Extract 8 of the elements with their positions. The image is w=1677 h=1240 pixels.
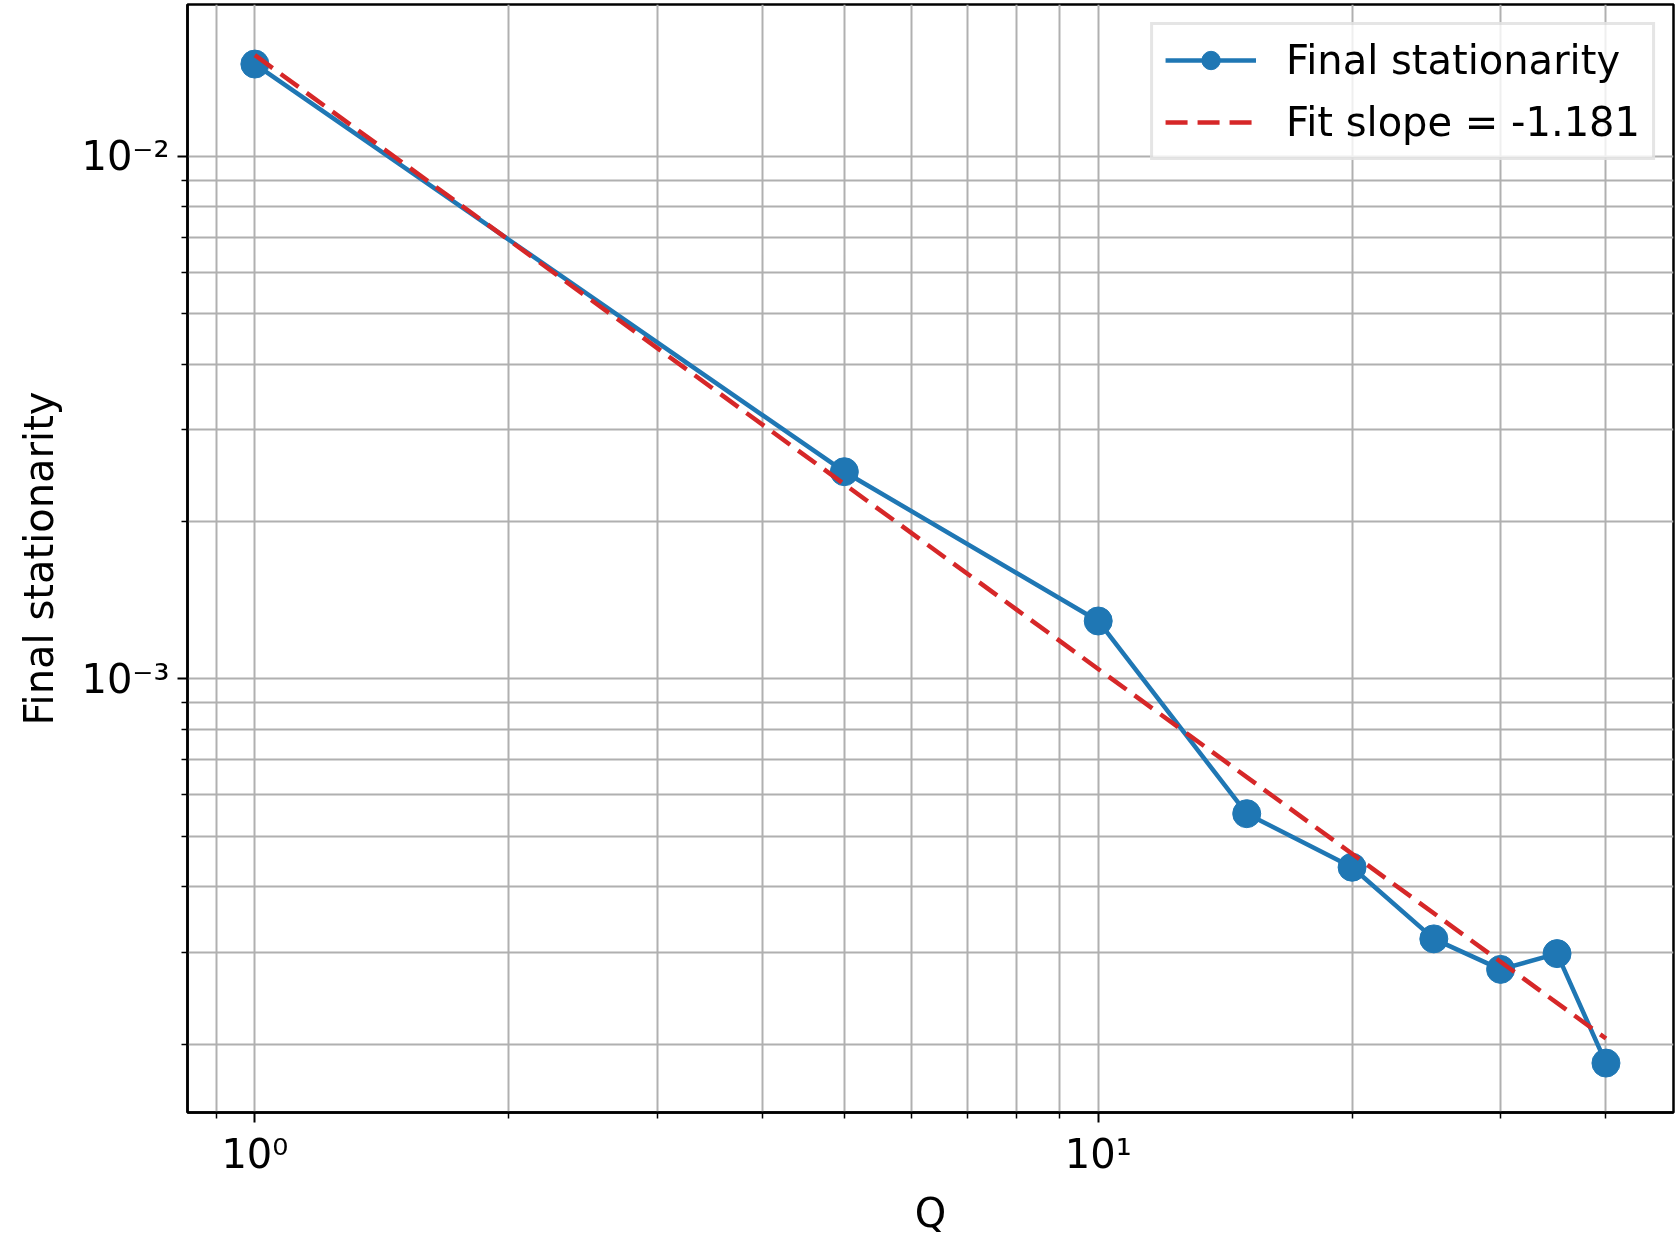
y-tick-label: 10⁻² — [81, 133, 170, 180]
legend-label: Final stationarity — [1286, 37, 1621, 83]
x-axis-title: Q — [914, 1189, 947, 1236]
y-axis-title: Final stationarity — [16, 391, 63, 726]
legend-label: Fit slope = -1.181 — [1286, 99, 1640, 145]
y-tick-label: 10⁻³ — [81, 655, 170, 702]
x-tick-label: 10¹ — [1064, 1130, 1132, 1177]
x-tick-label: 10⁰ — [221, 1130, 289, 1177]
